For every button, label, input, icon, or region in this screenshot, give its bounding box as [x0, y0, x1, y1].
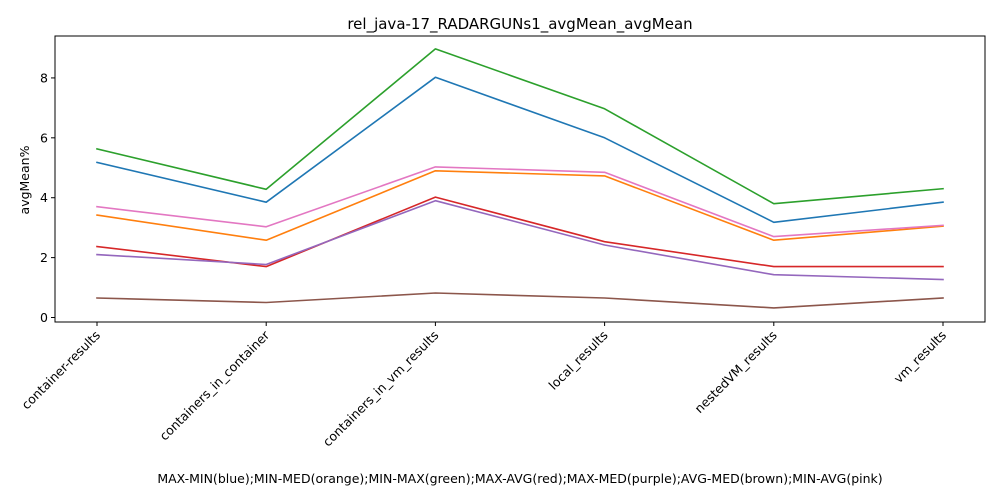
x-tick-label: vm_results — [891, 328, 949, 386]
series-line-0 — [96, 76, 944, 224]
x-tick-label: containers_in_container — [156, 327, 272, 443]
series-line-2 — [96, 48, 944, 205]
y-axis-label: avgMean% — [17, 145, 32, 214]
axes-layer: 0 2 4 6 8 container-results containers_in_cont… — [18, 70, 949, 449]
y-tick-label: 4 — [40, 190, 48, 205]
x-tick-label: nestedVM_results — [691, 328, 779, 416]
x-tick-label: containers_in_vm_results — [320, 328, 442, 450]
x-tick-label: container-results — [18, 328, 103, 413]
chart-title: rel_java-17_RADARGUNs1_avgMean_avgMean — [347, 15, 692, 34]
series-line-4 — [96, 199, 944, 281]
y-tick-label: 2 — [40, 250, 48, 265]
y-tick-label: 6 — [40, 130, 48, 145]
series-line-3 — [96, 196, 944, 268]
plot-frame — [54, 35, 986, 323]
y-tick-label: 0 — [40, 310, 48, 325]
x-tick-label: local_results — [545, 328, 610, 393]
series-layer — [96, 48, 944, 309]
y-tick-label: 8 — [40, 70, 48, 85]
series-line-1 — [96, 170, 944, 241]
series-line-5 — [96, 292, 944, 309]
series-line-6 — [96, 166, 944, 238]
x-axis-label: MAX-MIN(blue);MIN-MED(orange);MIN-MAX(gr… — [157, 471, 882, 486]
